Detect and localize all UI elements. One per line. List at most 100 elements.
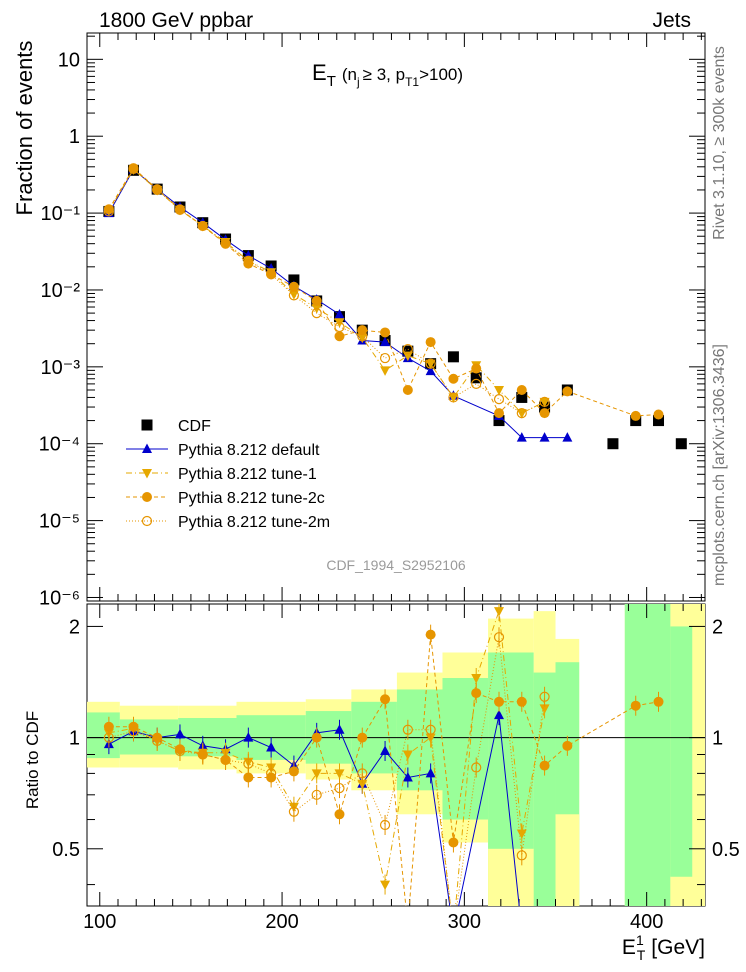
legend-label: CDF [178,418,211,435]
data-point-top [516,408,527,419]
legend-marker [141,515,153,527]
data-point-top [103,206,114,217]
data-point-top [311,295,322,306]
top-y-tick-label: 10⁻³ [41,357,81,379]
data-point-top [493,415,505,427]
data-point-top [516,391,528,403]
series-line-top [108,167,659,417]
data-point-top [379,352,391,364]
band-outer-extra [488,848,534,906]
data-point-ratio [539,760,550,771]
data-point-top [220,238,231,249]
data-point-top [243,255,254,266]
data-point-top [334,321,345,333]
data-point-ratio [403,920,413,930]
data-point-ratio [380,694,391,705]
data-point-top [425,337,436,348]
data-point-top [425,365,436,376]
top-panel-frame [86,32,706,602]
data-point-top [630,410,641,421]
legend-label: Pythia 8.212 default [178,442,320,459]
data-point-top [471,378,482,389]
legend: CDF Pythia 8.212 default Pythia 8.212 tune… [126,418,330,531]
data-point-ratio [357,768,368,779]
data-point-ratio [334,809,345,820]
axis-ticks: 100 200 300 400 10 1 10⁻¹ 10⁻² 10⁻³ 10⁻⁴ 10⁻⁵ 10⁻⁶ 2… [39,33,740,933]
data-point-top [380,336,391,347]
data-point-ratio [402,724,413,735]
data-point-top [516,409,527,419]
top-series-group [103,163,687,450]
top-y-tick-label: 10⁻¹ [41,203,81,225]
data-point-ratio [516,829,527,839]
data-point-top [425,358,436,369]
data-point-top [470,372,482,384]
data-point-top [402,345,414,357]
data-point-ratio [197,749,208,760]
data-point-ratio [471,688,482,699]
data-point-top [471,363,482,374]
header-right: Jets [652,9,691,32]
top-y-tick-label: 10⁻⁵ [39,511,80,533]
data-point-top [288,281,299,292]
data-point-ratio [288,766,299,777]
data-point-top [288,274,300,286]
data-point-ratio [425,767,436,778]
data-point-top [494,408,504,419]
bottom-y-tick-label-right: 0.5 [712,839,740,861]
data-point-top [402,384,413,395]
band-outer-extra [670,876,705,906]
data-point-top [334,331,345,342]
data-point-ratio [402,750,413,761]
data-point-ratio [266,768,277,779]
data-point-ratio [425,724,436,735]
legend-marker [142,469,152,479]
plot-title: ET (nj ≥ 3, pT1>100) [312,60,463,90]
x-axis-label: E1 T [GeV] [622,932,705,963]
data-point-top [152,184,163,196]
data-point-top [174,204,186,216]
data-point-ratio [516,696,527,707]
data-point-ratio [562,740,573,751]
top-y-tick-label: 10⁻² [41,280,81,302]
data-point-top [357,333,368,344]
data-point-ratio [380,745,391,755]
data-point-ratio [288,806,300,817]
data-point-ratio [266,742,277,752]
legend-marker [142,492,152,502]
data-point-top [539,408,550,419]
data-point-ratio [152,735,163,746]
data-point-ratio [380,880,391,891]
data-point-top [539,397,550,408]
data-point-ratio [357,779,368,790]
data-point-top [448,392,459,403]
series-line-ratio [108,634,659,906]
legend-label: Pythia 8.212 tune-2m [178,514,330,531]
x-tick-label: 400 [630,911,663,933]
band-inner [533,672,556,906]
data-point-ratio [243,732,254,742]
data-point-ratio [174,745,186,757]
series-line-ratio [108,715,520,906]
data-point-top [516,384,527,395]
data-point-ratio [311,789,322,800]
x-tick-label: 200 [265,911,298,933]
top-y-axis-label: Fraction of events [12,41,37,216]
top-y-tick-label: 10⁻⁴ [39,434,80,456]
legend-marker [141,419,153,431]
data-point-top [402,351,413,362]
top-y-tick-label: 1 [69,126,80,148]
data-point-top [562,386,573,397]
data-point-ratio [243,758,254,769]
data-point-ratio [311,732,322,743]
data-point-ratio [471,762,482,773]
legend-label: Pythia 8.212 tune-1 [178,466,317,483]
data-point-ratio [448,837,459,848]
data-point-ratio [243,772,254,783]
data-point-ratio [103,732,114,743]
data-point-ratio [539,704,550,714]
data-point-top [103,204,114,215]
data-point-top [516,432,527,442]
x-tick-label: 100 [83,911,116,933]
